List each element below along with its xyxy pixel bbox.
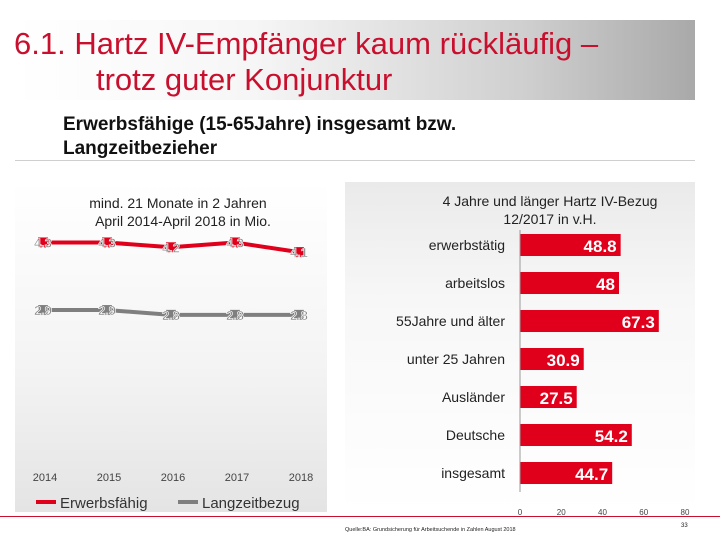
bar-chart-title-line-1: 4 Jahre und länger Hartz IV-Bezug [443, 193, 658, 209]
bar-chart-title-line-2: 12/2017 in v.H. [503, 211, 596, 227]
slide-subtitle-line-1: Erwerbsfähige (15-65Jahre) insgesamt bzw… [63, 114, 457, 135]
data-label: 2.9 [98, 303, 116, 318]
data-point [38, 237, 48, 248]
bar-value-label: 48.8 [584, 237, 617, 256]
x-tick-label: 2016 [161, 472, 185, 484]
data-label: 4.3 [226, 235, 244, 250]
bar [520, 310, 659, 332]
bar [520, 348, 584, 370]
bar [520, 234, 621, 256]
data-point [230, 309, 240, 320]
bar-value-label: 67.3 [622, 313, 655, 332]
footer-divider [0, 516, 720, 517]
x-tick-label: 60 [639, 508, 648, 517]
line-chart-title-line-1: mind. 21 Monate in 2 Jahren [89, 195, 266, 211]
x-tick-label: 0 [518, 508, 523, 517]
bar [520, 272, 619, 294]
data-point [38, 305, 48, 316]
bar-value-label: 30.9 [547, 351, 580, 370]
data-label: 4.1 [290, 245, 308, 260]
subtitle-divider [15, 160, 695, 161]
line-chart-x-axis: 2014 2015 2016 2017 2018 [33, 472, 313, 484]
title-band [15, 20, 695, 100]
category-label: arbeitslos [445, 275, 505, 291]
line-chart-background [15, 182, 327, 512]
bar-value-label: 48 [596, 275, 615, 294]
data-point [166, 309, 176, 320]
line-chart: mind. 21 Monate in 2 Jahren April 2014-A… [33, 195, 313, 512]
data-point [294, 309, 304, 320]
x-tick-label: 2017 [225, 472, 249, 484]
category-label: Deutsche [446, 427, 505, 443]
source-note: Quelle:BA: Grundsicherung für Arbeitsuch… [345, 527, 516, 533]
category-label: unter 25 Jahren [407, 351, 505, 367]
bar-value-label: 44.7 [575, 465, 608, 484]
bar-chart-marks: erwerbstätig 48.8 arbeitslos 48 55Jahre und … [396, 234, 659, 484]
category-label: erwerbstätig [429, 237, 505, 253]
category-label: insgesamt [441, 465, 505, 481]
bar-value-label: 54.2 [595, 427, 628, 446]
x-tick-label: 2015 [97, 472, 121, 484]
data-label: 4.2 [162, 240, 180, 255]
bar [520, 462, 613, 484]
line-chart-marks: 4.3 4.3 4.2 4.3 4.1 2.9 2.9 2.8 2.8 2.8 [34, 235, 309, 323]
bar-chart-x-axis: 0 20 40 60 80 [518, 230, 690, 517]
bar [520, 424, 632, 446]
data-label: 2.9 [34, 303, 52, 318]
bar-chart: 4 Jahre und länger Hartz IV-Bezug 12/201… [396, 193, 690, 517]
category-label: Ausländer [442, 389, 505, 405]
data-label: 4.3 [98, 235, 116, 250]
line-chart-legend: Erwerbsfähig Langzeitbezug [36, 495, 300, 512]
legend-label: Erwerbsfähig [60, 495, 148, 512]
data-point [102, 237, 112, 248]
data-point [294, 247, 304, 258]
x-tick-label: 2018 [289, 472, 313, 484]
slide-title-line-1: 6.1. Hartz IV-Empfänger kaum rückläufig … [14, 26, 599, 61]
data-label: 2.8 [162, 308, 180, 323]
data-point [102, 305, 112, 316]
page-number: 33 [681, 523, 688, 529]
category-label: 55Jahre und älter [396, 313, 505, 329]
x-tick-label: 40 [598, 508, 607, 517]
slide-subtitle-line-2: Langzeitbezieher [63, 138, 218, 159]
slide-title-line-2: trotz guter Konjunktur [96, 62, 393, 97]
legend-label: Langzeitbezug [202, 495, 300, 512]
bar [520, 386, 577, 408]
data-label: 2.8 [290, 308, 308, 323]
x-tick-label: 20 [557, 508, 566, 517]
x-tick-label: 2014 [33, 472, 57, 484]
bar-value-label: 27.5 [540, 389, 573, 408]
data-label: 4.3 [34, 235, 52, 250]
line-chart-title-line-2: April 2014-April 2018 in Mio. [95, 213, 271, 229]
data-point [230, 237, 240, 248]
x-tick-label: 80 [681, 508, 690, 517]
data-point [166, 242, 176, 253]
data-label: 2.8 [226, 308, 244, 323]
